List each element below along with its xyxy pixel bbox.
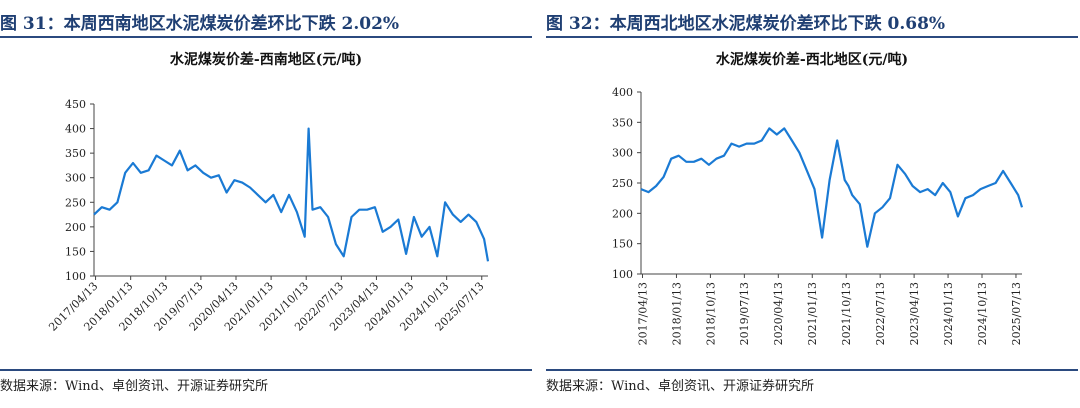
source-note: 数据来源：Wind、卓创资讯、开源证券研究所 bbox=[546, 379, 814, 394]
y-tick-label: 100 bbox=[612, 268, 633, 281]
x-tick-label: 2021/10/13 bbox=[840, 282, 853, 345]
chart-panel-southwest: 图 31：本周西南地区水泥煤炭价差环比下跌 2.02% 水泥煤炭价差-西南地区(… bbox=[0, 0, 532, 408]
x-tick-label: 2018/01/13 bbox=[670, 282, 683, 345]
y-tick-label: 350 bbox=[612, 116, 633, 129]
y-tick-label: 400 bbox=[65, 123, 86, 136]
x-tick-label: 2024/10/13 bbox=[976, 282, 989, 345]
bottom-rule bbox=[546, 369, 1078, 371]
x-tick-label: 2025/07/13 bbox=[1010, 282, 1023, 345]
y-tick-label: 450 bbox=[65, 98, 86, 111]
series-line bbox=[640, 127, 1024, 248]
figure-title: 图 32：本周西北地区水泥煤炭价差环比下跌 0.68% bbox=[546, 14, 946, 34]
x-tick-label: 2023/04/13 bbox=[908, 282, 921, 345]
chart-title: 水泥煤炭价差-西北地区(元/吨) bbox=[715, 52, 909, 68]
y-tick-label: 200 bbox=[612, 207, 633, 220]
top-rule bbox=[546, 36, 1078, 38]
y-tick-label: 250 bbox=[65, 196, 86, 209]
y-tick-label: 200 bbox=[65, 221, 86, 234]
y-tick-label: 250 bbox=[612, 177, 633, 190]
x-tick-label: 2019/07/13 bbox=[738, 282, 751, 345]
x-tick-label: 2018/10/13 bbox=[704, 282, 717, 345]
y-tick-label: 300 bbox=[612, 147, 633, 160]
x-tick-label: 2017/04/13 bbox=[636, 282, 649, 345]
bottom-rule bbox=[0, 369, 532, 371]
top-rule bbox=[0, 36, 532, 38]
source-note: 数据来源：Wind、卓创资讯、开源证券研究所 bbox=[0, 379, 268, 394]
x-tick-label: 2021/01/13 bbox=[806, 282, 819, 345]
x-tick-label: 2022/07/13 bbox=[874, 282, 887, 345]
x-tick-label: 2024/01/13 bbox=[942, 282, 955, 345]
chart-panel-northwest: 图 32：本周西北地区水泥煤炭价差环比下跌 0.68% 水泥煤炭价差-西北地区(… bbox=[546, 0, 1078, 408]
y-tick-label: 100 bbox=[65, 270, 86, 283]
y-tick-label: 150 bbox=[612, 238, 633, 251]
y-tick-label: 150 bbox=[65, 245, 86, 258]
y-tick-label: 300 bbox=[65, 172, 86, 185]
y-tick-label: 350 bbox=[65, 147, 86, 160]
line-chart-southwest: 1001502002503003504004502017/04/132018/0… bbox=[46, 98, 490, 334]
figure-title: 图 31：本周西南地区水泥煤炭价差环比下跌 2.02% bbox=[0, 14, 400, 34]
y-tick-label: 400 bbox=[612, 86, 633, 99]
line-chart-northwest: 100 150 200 250 300 350 400 2017/04/13 2018/01/1… bbox=[612, 86, 1024, 345]
chart-title: 水泥煤炭价差-西南地区(元/吨) bbox=[169, 52, 363, 68]
x-tick-label: 2020/04/13 bbox=[772, 282, 785, 345]
series-line bbox=[93, 127, 490, 262]
